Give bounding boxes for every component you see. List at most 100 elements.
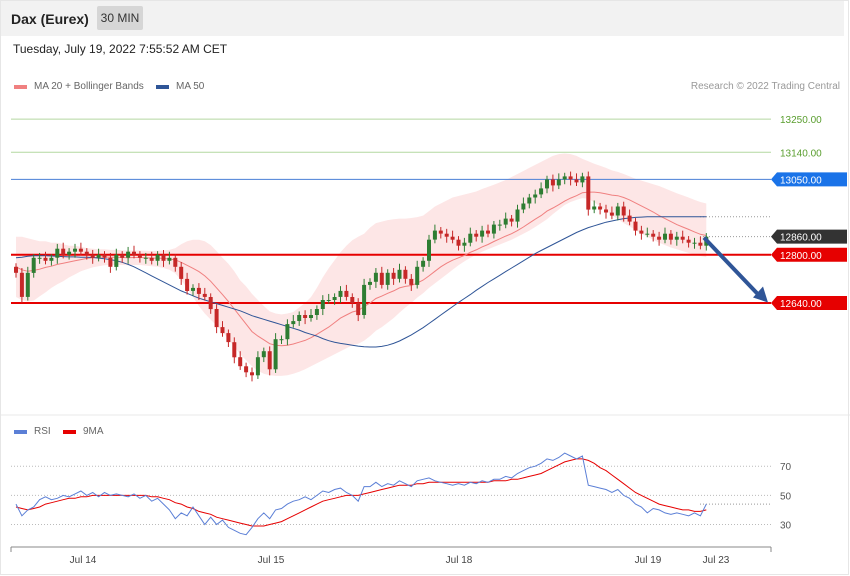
candle-body [167, 257, 172, 261]
candle-body [61, 248, 66, 255]
candle-body [279, 339, 284, 341]
rsi-9ma-line [15, 458, 707, 527]
candle-body [438, 230, 443, 234]
candle-body [373, 272, 378, 282]
legend-rsi-label: RSI [34, 426, 51, 437]
candle-body [586, 176, 591, 210]
x-tick-label: Jul 19 [635, 555, 662, 566]
x-tick-label: Jul 15 [258, 555, 285, 566]
candle-body [509, 218, 514, 222]
rsi-line [15, 452, 707, 536]
candle-body [497, 224, 502, 226]
candle-body [291, 321, 296, 325]
candle-body [668, 233, 673, 240]
candle-body [633, 221, 638, 231]
candle-body [137, 254, 142, 258]
candle-body [332, 297, 337, 300]
interval-button[interactable]: 30 MIN [97, 6, 143, 30]
level-tag-text-12640.00: 12640.00 [780, 299, 822, 310]
candle-body [67, 251, 72, 255]
candle-body [49, 257, 54, 261]
candle-body [562, 176, 567, 180]
x-tick-label: Jul 18 [446, 555, 473, 566]
candle-body [651, 233, 656, 237]
candle-body [480, 230, 485, 237]
candle-body [680, 236, 685, 240]
legend-9ma-label: 9MA [83, 426, 104, 437]
candle-body [314, 309, 319, 315]
candle-body [238, 357, 243, 367]
level-tag-12640.00 [771, 295, 847, 310]
candle-body [232, 342, 237, 358]
candle-body [474, 233, 479, 237]
candle-body [527, 197, 532, 204]
candle-body [126, 251, 131, 258]
candle-body [379, 272, 384, 285]
rsi-swatch [14, 429, 27, 434]
candle-body [84, 251, 89, 255]
level-tag-12860.00 [771, 229, 847, 244]
candle-body [385, 272, 390, 285]
candle-body [568, 176, 573, 180]
candle-body [179, 266, 184, 279]
candle-body [515, 209, 520, 222]
candle-body [627, 215, 632, 222]
candle-body [320, 300, 325, 309]
candle-body [96, 254, 101, 258]
candle-body [550, 179, 555, 186]
candle-body [273, 339, 278, 370]
ma50-line [15, 216, 707, 348]
candle-body [533, 194, 538, 198]
legend-rsi: RSI [14, 426, 51, 437]
candle-body [462, 242, 467, 246]
level-tag-12800.00 [771, 247, 847, 262]
candle-body [350, 297, 355, 303]
candle-body [244, 366, 249, 373]
candle-body [657, 236, 662, 240]
credit-text: Research © 2022 Trading Central [690, 81, 840, 92]
candle-body [450, 236, 455, 240]
candle-body [598, 206, 603, 210]
candle-body [90, 254, 95, 258]
ma20-line [15, 191, 707, 347]
candle-body [645, 233, 650, 235]
candle-body [196, 287, 201, 294]
level-tag-13050.00 [771, 172, 847, 187]
candle-body [698, 242, 703, 246]
instrument-title: Dax (Eurex) [11, 11, 89, 27]
candle-body [403, 269, 408, 279]
candle-body [132, 251, 136, 255]
rsi-tick-label: 70 [780, 462, 792, 473]
candle-body [173, 257, 178, 267]
candle-body [639, 230, 644, 234]
candle-body [421, 260, 426, 267]
candle-body [444, 233, 449, 237]
candle-body [309, 315, 313, 318]
candle-body [43, 257, 48, 261]
candle-body [468, 233, 473, 243]
rsi-tick-label: 30 [780, 521, 792, 532]
candle-body [368, 281, 372, 285]
ma20-swatch [14, 84, 27, 89]
ma9-swatch [63, 429, 76, 434]
candle-body [261, 351, 266, 358]
candle-body [503, 218, 508, 225]
candle-body [55, 248, 60, 258]
legend-ma20: MA 20 + Bollinger Bands [14, 81, 144, 92]
candle-body [155, 254, 160, 261]
candle-body [574, 179, 579, 183]
candle-body [556, 179, 561, 186]
legend-ma50-label: MA 50 [176, 81, 205, 92]
candle-body [250, 372, 254, 376]
candle-body [415, 266, 420, 285]
candle-body [409, 278, 414, 285]
level-label-13250.00: 13250.00 [780, 115, 822, 126]
candle-body [37, 257, 42, 259]
candle-body [621, 206, 626, 216]
candle-body [456, 239, 461, 246]
candle-body [297, 315, 302, 321]
target-arrow-shaft [702, 236, 764, 300]
candle-body [114, 254, 119, 267]
candle-body [14, 266, 18, 273]
